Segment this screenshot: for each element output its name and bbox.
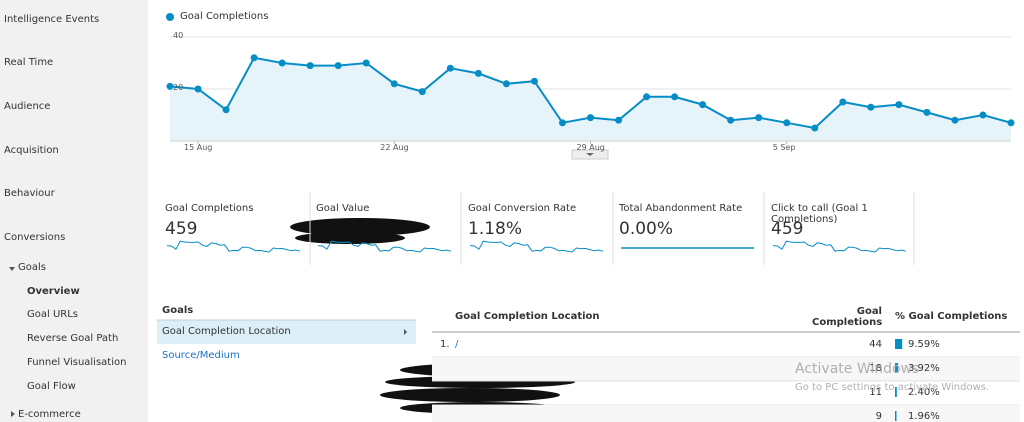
x-tick-label: 29 Aug	[576, 143, 605, 152]
point	[923, 108, 931, 116]
row-percent: 2.40%	[908, 387, 940, 398]
point	[530, 77, 538, 85]
panel-item[interactable]: Goal Completion Location	[162, 326, 291, 337]
scorecard-label: Click to call (Goal 1 Completions)	[771, 203, 868, 225]
nav-item[interactable]: Behaviour	[4, 188, 55, 199]
point	[643, 93, 651, 101]
sparkline	[317, 240, 452, 253]
point	[979, 111, 987, 119]
sidebar-bg	[0, 0, 148, 422]
row-completions: 44	[869, 339, 882, 350]
scorecard-value: 0.00%	[619, 219, 674, 239]
point	[867, 103, 875, 111]
row-percent: 1.96%	[908, 411, 940, 422]
point	[250, 54, 258, 62]
point	[502, 80, 510, 88]
point	[334, 62, 342, 70]
legend-label: Goal Completions	[180, 11, 269, 22]
point	[727, 116, 735, 124]
scorecard-label: Total Abandonment Rate	[619, 203, 743, 214]
panel-title: Goals	[162, 305, 194, 316]
row-completions: 11	[869, 387, 882, 398]
point	[755, 114, 763, 122]
point	[671, 93, 679, 101]
nav-item[interactable]: Intelligence Events	[4, 14, 100, 25]
point	[587, 114, 594, 122]
point	[306, 62, 314, 70]
selected-row-bg	[157, 320, 416, 344]
point	[222, 106, 230, 114]
point	[895, 101, 903, 109]
point	[362, 59, 370, 67]
point	[194, 85, 202, 93]
percent-bar	[895, 387, 897, 397]
nav-item[interactable]: Reverse Goal Path	[27, 333, 119, 344]
row-location[interactable]: /	[455, 339, 459, 350]
row-completions: 18	[869, 363, 882, 374]
percent-bar	[895, 363, 898, 373]
point	[418, 88, 426, 96]
point	[446, 64, 454, 72]
column-header: Goal Completions	[812, 306, 883, 328]
x-tick-label: 15 Aug	[184, 143, 213, 152]
point	[811, 124, 819, 132]
point	[615, 116, 623, 124]
expand-arrow	[11, 411, 15, 417]
row-bg	[432, 405, 1020, 422]
nav-item[interactable]: Conversions	[4, 232, 66, 243]
sparkline	[772, 240, 907, 253]
percent-bar	[895, 339, 903, 349]
point	[783, 119, 791, 127]
scorecard-value: 459	[165, 219, 198, 239]
sparkline	[469, 240, 604, 253]
scorecard-label: Goal Value	[316, 203, 370, 214]
percent-bar	[895, 411, 897, 421]
y-tick-label: 40	[173, 31, 184, 40]
panel-item[interactable]: Source/Medium	[162, 350, 240, 361]
area	[170, 57, 1011, 141]
row-completions: 9	[875, 411, 882, 422]
row-rank: 1.	[440, 339, 450, 350]
column-header: % Goal Completions	[895, 311, 1008, 322]
scorecard-label: Goal Conversion Rate	[468, 203, 577, 214]
point	[839, 98, 847, 106]
row-bg	[432, 357, 1020, 381]
nav-item[interactable]: Goals	[18, 262, 46, 273]
point	[390, 80, 398, 88]
point	[951, 116, 959, 124]
y-tick-label: 20	[173, 83, 184, 92]
point	[278, 59, 286, 67]
nav-item[interactable]: Goal URLs	[27, 309, 79, 320]
point	[166, 82, 174, 90]
nav-item[interactable]: Funnel Visualisation	[27, 357, 127, 368]
row-arrow	[404, 329, 407, 335]
sparkline	[166, 240, 301, 253]
scorecard-value: 1.18%	[468, 219, 523, 239]
scorecard-label: Goal Completions	[165, 203, 254, 214]
point	[558, 119, 566, 127]
column-header: Goal Completion Location	[455, 311, 600, 322]
collapse-arrow	[586, 153, 594, 156]
watermark-title: Activate Windows	[795, 361, 920, 377]
nav-item[interactable]: Acquisition	[4, 145, 59, 156]
row-percent: 3.92%	[908, 363, 940, 374]
point	[1007, 119, 1015, 127]
nav-item[interactable]: Goal Flow	[27, 381, 76, 392]
nav-item[interactable]: Real Time	[4, 57, 54, 68]
nav-item[interactable]: Overview	[27, 286, 80, 297]
nav-item[interactable]: Audience	[4, 101, 51, 112]
point	[474, 69, 482, 77]
legend-swatch	[166, 13, 174, 21]
watermark-text: Go to PC settings to activate Windows.	[795, 382, 990, 393]
point	[699, 101, 707, 109]
x-tick-label: 5 Sep	[772, 143, 796, 152]
scorecard-value: 459	[771, 219, 804, 239]
expand-arrow	[9, 267, 15, 271]
nav-item[interactable]: E-commerce	[18, 409, 81, 420]
row-percent: 9.59%	[908, 339, 940, 350]
x-tick-label: 22 Aug	[380, 143, 409, 152]
